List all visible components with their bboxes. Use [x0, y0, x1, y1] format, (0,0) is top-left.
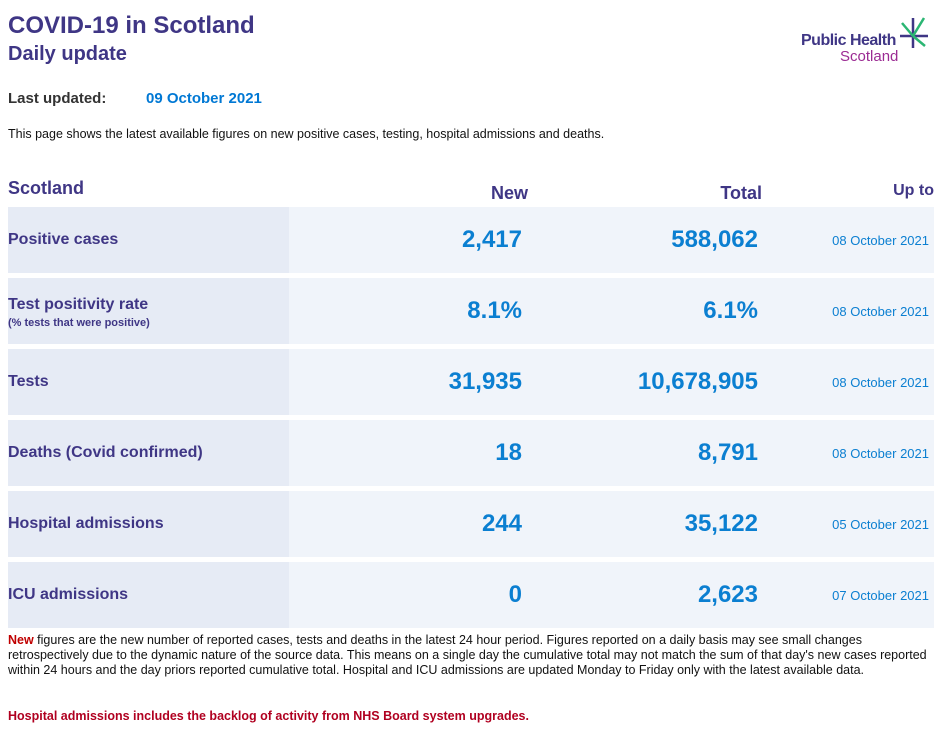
- row-positive-cases: Positive cases 2,417 588,062 08 October …: [8, 207, 934, 273]
- row-label: Test positivity rate: [8, 296, 149, 313]
- phs-logo: Public Health Scotland: [790, 14, 940, 69]
- row-label: ICU admissions: [8, 586, 129, 603]
- new-value: 31,935: [448, 368, 522, 395]
- row-icu-admissions: ICU admissions 0 2,623 07 October 2021: [8, 562, 934, 628]
- up-to-date: 08 October 2021: [832, 446, 929, 461]
- up-to-date: 07 October 2021: [832, 588, 929, 603]
- footnote-backlog: Hospital admissions includes the backlog…: [8, 709, 529, 723]
- up-to-date: 08 October 2021: [832, 304, 929, 319]
- row-label-cell: [8, 278, 289, 344]
- logo-line2: Scotland: [840, 48, 899, 65]
- up-to-date: 08 October 2021: [832, 375, 929, 390]
- row-test-positivity: Test positivity rate (% tests that were …: [8, 278, 934, 344]
- up-to-date: 08 October 2021: [832, 233, 929, 248]
- last-updated-label: Last updated:: [8, 90, 107, 107]
- row-label-cell: [8, 491, 289, 557]
- row-label-cell: [8, 562, 289, 628]
- last-updated-value: 09 October 2021: [146, 90, 262, 107]
- row-label-cell: [8, 349, 289, 415]
- total-value: 10,678,905: [637, 368, 758, 395]
- logo-line1: Public Health: [801, 32, 896, 49]
- up-to-date: 05 October 2021: [832, 517, 929, 532]
- row-label: Tests: [8, 373, 49, 390]
- row-label-cell: [8, 207, 289, 273]
- phs-star-icon: [900, 17, 928, 48]
- total-value: 8,791: [697, 439, 758, 466]
- total-value: 588,062: [671, 226, 758, 253]
- row-label: Deaths (Covid confirmed): [8, 444, 203, 461]
- column-header-new: New: [490, 183, 528, 203]
- row-tests: Tests 31,935 10,678,905 08 October 2021: [8, 349, 934, 415]
- footnote-new-figures: New figures are the new number of report…: [8, 633, 933, 678]
- new-value: 244: [481, 510, 522, 537]
- row-label: Hospital admissions: [8, 515, 164, 532]
- row-hospital-admissions: Hospital admissions 244 35,122 05 Octobe…: [8, 491, 934, 557]
- footnote-text: figures are the new number of reported c…: [8, 633, 927, 677]
- new-value: 8.1%: [467, 297, 522, 324]
- row-deaths: Deaths (Covid confirmed) 18 8,791 08 Oct…: [8, 420, 934, 486]
- row-sublabel: (% tests that were positive): [8, 317, 150, 329]
- column-header-total: Total: [720, 183, 762, 203]
- total-value: 6.1%: [703, 297, 758, 324]
- intro-text: This page shows the latest available fig…: [8, 127, 605, 141]
- new-value: 18: [495, 439, 522, 466]
- total-value: 35,122: [684, 510, 758, 537]
- column-header-area: Scotland: [8, 178, 85, 198]
- new-value: 0: [508, 581, 522, 608]
- new-value: 2,417: [461, 226, 522, 253]
- total-value: 2,623: [697, 581, 758, 608]
- column-header-up-to: Up to: [893, 182, 934, 199]
- footnote-new-word: New: [8, 633, 34, 647]
- page-title: COVID-19 in Scotland: [8, 12, 255, 39]
- row-label-cell: [8, 420, 289, 486]
- row-label: Positive cases: [8, 231, 119, 248]
- page-subtitle: Daily update: [8, 43, 127, 65]
